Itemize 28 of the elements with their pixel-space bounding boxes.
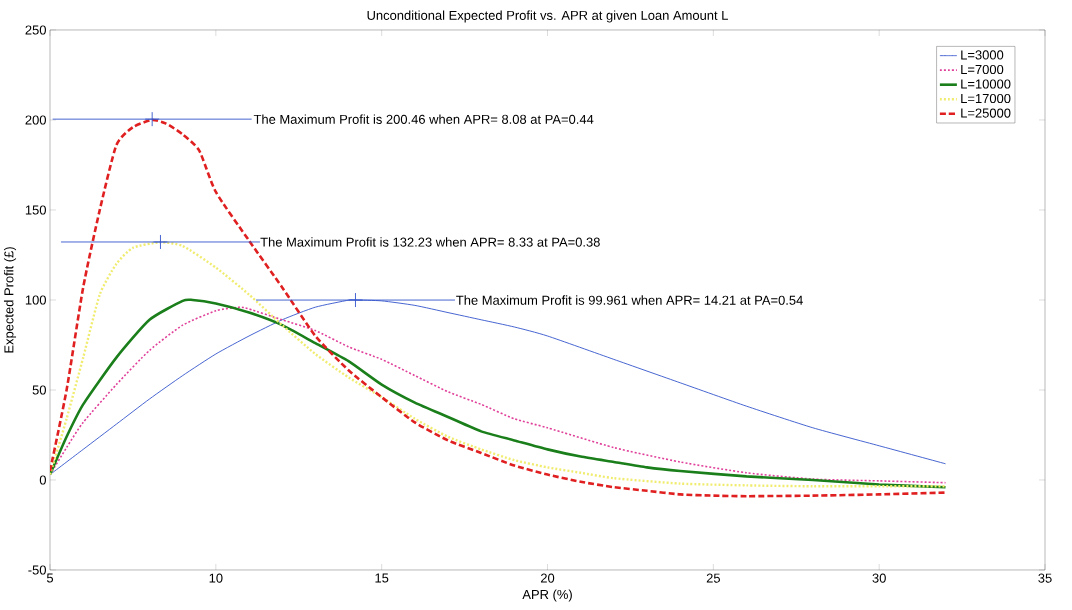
legend-label: L=7000 <box>961 64 1004 75</box>
annotation: The Maximum Profit is 200.46 when APR= 8.08 at PA=0.44 <box>253 114 594 124</box>
legend-label: L=3000 <box>961 50 1004 60</box>
legend-label: L=25000 <box>961 108 1011 118</box>
y-tick-label: 0 <box>39 475 46 485</box>
x-tick-label: 10 <box>209 573 223 583</box>
x-tick-label: 35 <box>1038 573 1052 583</box>
y-tick-label: -50 <box>28 565 46 575</box>
y-tick-label: 200 <box>25 115 46 125</box>
annotation: The Maximum Profit is 99.961 when APR= 14.21 at PA=0.54 <box>456 295 803 305</box>
x-axis-title: APR (%) <box>522 589 572 602</box>
point <box>153 234 168 250</box>
x-tick-label: 25 <box>706 573 720 583</box>
x-tick-label: 30 <box>872 573 886 583</box>
y-tick-label: 100 <box>25 295 46 305</box>
point <box>348 292 363 308</box>
x-tick-label: 5 <box>46 573 54 583</box>
y-axis-title: Expected Profit (£) <box>3 247 17 353</box>
y-tick-label: 50 <box>32 385 46 395</box>
y-tick-label: 250 <box>25 25 46 35</box>
x-tick-label: 20 <box>540 573 555 583</box>
y-tick-label: 150 <box>25 205 46 215</box>
point <box>144 111 160 127</box>
x-tick-label: 15 <box>375 573 389 583</box>
legend-label: L=17000 <box>961 93 1011 104</box>
chart-title: Unconditional Expected Profit vs. APR at given Loan Amount L <box>367 10 728 23</box>
annotation: The Maximum Profit is 132.23 when APR= 8.33 at PA=0.38 <box>260 237 600 247</box>
legend-label: L=10000 <box>961 79 1011 89</box>
